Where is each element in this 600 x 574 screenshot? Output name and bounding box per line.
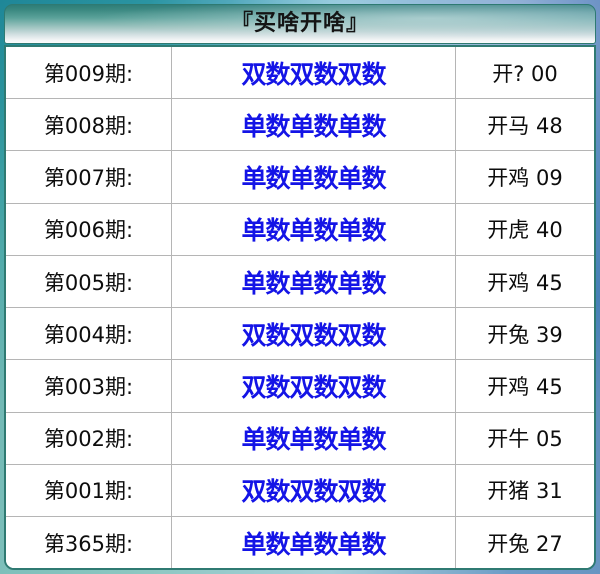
table-row[interactable]: 第006期: 单数单数单数 开虎 40 xyxy=(6,203,594,256)
cell-period: 第007期: xyxy=(6,151,172,204)
cell-forecast: 单数单数单数 xyxy=(172,151,456,204)
cell-result: 开牛 05 xyxy=(456,412,594,465)
cell-forecast: 单数单数单数 xyxy=(172,517,456,568)
cell-period: 第009期: xyxy=(6,47,172,100)
cell-result: 开虎 40 xyxy=(456,203,594,256)
table-row[interactable]: 第003期: 双数双数双数 开鸡 45 xyxy=(6,360,594,413)
table-row[interactable]: 第001期: 双数双数双数 开猪 31 xyxy=(6,464,594,518)
results-table-body: 第009期: 双数双数双数 开? 00 第008期: 单数单数单数 开马 48 … xyxy=(6,47,594,568)
cell-period: 第004期: xyxy=(6,308,172,361)
cell-result: 开马 48 xyxy=(456,99,594,152)
cell-result: 开鸡 45 xyxy=(456,360,594,413)
cell-forecast: 双数双数双数 xyxy=(172,360,456,413)
cell-forecast: 单数单数单数 xyxy=(172,412,456,465)
table-row[interactable]: 第007期: 单数单数单数 开鸡 09 xyxy=(6,151,594,204)
page-title: 『买啥开啥』 xyxy=(230,11,369,36)
cell-result: 开鸡 09 xyxy=(456,151,594,204)
cell-forecast: 单数单数单数 xyxy=(172,255,456,309)
cell-forecast: 双数双数双数 xyxy=(172,47,456,100)
cell-period: 第006期: xyxy=(6,203,172,256)
cell-result: 开兔 39 xyxy=(456,308,594,361)
cell-forecast: 单数单数单数 xyxy=(172,203,456,256)
cell-result: 开鸡 45 xyxy=(456,255,594,309)
cell-forecast: 单数单数单数 xyxy=(172,99,456,152)
cell-period: 第008期: xyxy=(6,99,172,152)
table-row[interactable]: 第008期: 单数单数单数 开马 48 xyxy=(6,99,594,152)
cell-period: 第003期: xyxy=(6,360,172,413)
title-banner: 『买啥开啥』 xyxy=(4,4,596,44)
table-row[interactable]: 第005期: 单数单数单数 开鸡 45 xyxy=(6,255,594,309)
results-table-container: 第009期: 双数双数双数 开? 00 第008期: 单数单数单数 开马 48 … xyxy=(4,45,596,570)
table-row[interactable]: 第004期: 双数双数双数 开兔 39 xyxy=(6,308,594,361)
results-table: 第009期: 双数双数双数 开? 00 第008期: 单数单数单数 开马 48 … xyxy=(6,47,594,568)
cell-period: 第002期: xyxy=(6,412,172,465)
cell-period: 第005期: xyxy=(6,255,172,309)
table-row[interactable]: 第002期: 单数单数单数 开牛 05 xyxy=(6,412,594,465)
table-row[interactable]: 第009期: 双数双数双数 开? 00 xyxy=(6,47,594,100)
cell-forecast: 双数双数双数 xyxy=(172,308,456,361)
cell-result: 开兔 27 xyxy=(456,517,594,568)
table-row[interactable]: 第365期: 单数单数单数 开兔 27 xyxy=(6,517,594,568)
cell-result: 开猪 31 xyxy=(456,464,594,518)
cell-forecast: 双数双数双数 xyxy=(172,464,456,518)
cell-period: 第365期: xyxy=(6,517,172,568)
cell-period: 第001期: xyxy=(6,464,172,518)
cell-result: 开? 00 xyxy=(456,47,594,100)
